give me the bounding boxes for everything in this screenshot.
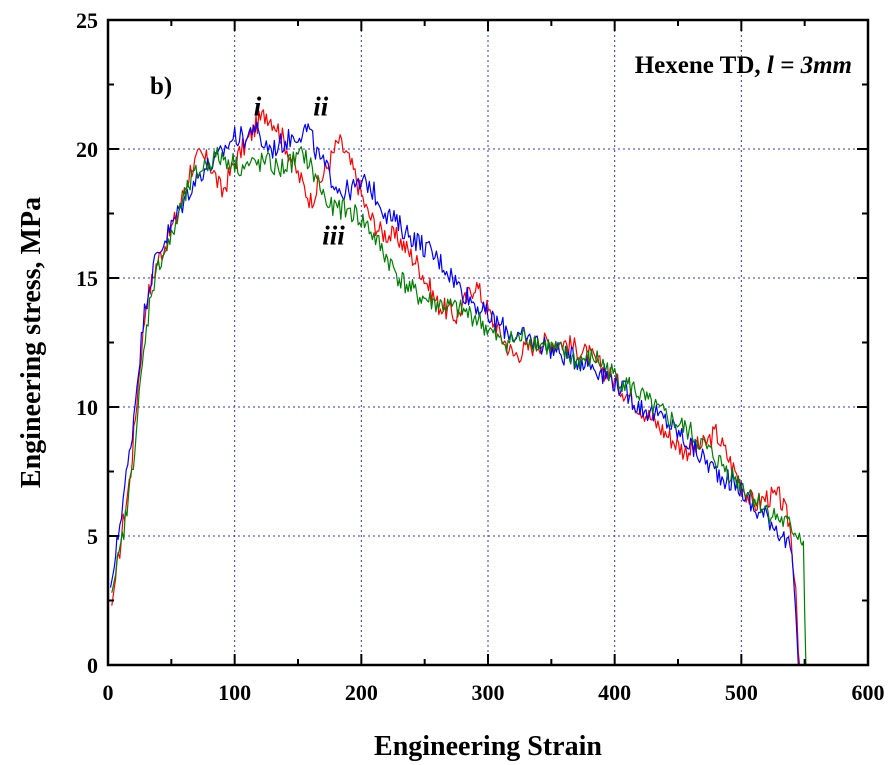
curve-label: i bbox=[254, 91, 262, 121]
annotation-suffix: = 3mm bbox=[774, 52, 852, 79]
chart-annotation: Hexene TD, l = 3mm bbox=[635, 52, 852, 79]
x-tick-label: 600 bbox=[852, 680, 885, 705]
panel-label: b) bbox=[150, 73, 172, 100]
y-tick-label: 0 bbox=[87, 653, 98, 678]
series-line-3 bbox=[111, 146, 807, 666]
x-tick-label: 400 bbox=[598, 680, 631, 705]
y-tick-label: 10 bbox=[76, 395, 98, 420]
x-tick-label: 200 bbox=[345, 680, 378, 705]
x-tick-label: 0 bbox=[103, 680, 114, 705]
annotation-prefix: Hexene TD, bbox=[635, 52, 767, 79]
curve-label: iii bbox=[322, 220, 345, 250]
curve-label: ii bbox=[313, 91, 329, 121]
y-tick-label: 15 bbox=[76, 266, 98, 291]
x-tick-label: 300 bbox=[472, 680, 505, 705]
y-axis-title: Engineering stress, MPa bbox=[16, 197, 47, 488]
series-line-2 bbox=[109, 121, 799, 666]
y-tick-label: 20 bbox=[76, 137, 98, 162]
annotation-variable: l bbox=[767, 52, 774, 79]
x-tick-label: 100 bbox=[218, 680, 251, 705]
axis-ticks bbox=[107, 19, 869, 666]
x-tick-label: 500 bbox=[725, 680, 758, 705]
data-series-group bbox=[109, 109, 807, 666]
series-line-1 bbox=[111, 109, 801, 666]
y-tick-label: 25 bbox=[76, 8, 98, 33]
x-axis-title: Engineering Strain bbox=[374, 731, 602, 762]
tick-labels: 0 100 200 300 400 500 600 0 5 10 15 20 25 bbox=[76, 8, 885, 705]
y-tick-label: 5 bbox=[87, 524, 98, 549]
grid-lines bbox=[108, 20, 868, 665]
